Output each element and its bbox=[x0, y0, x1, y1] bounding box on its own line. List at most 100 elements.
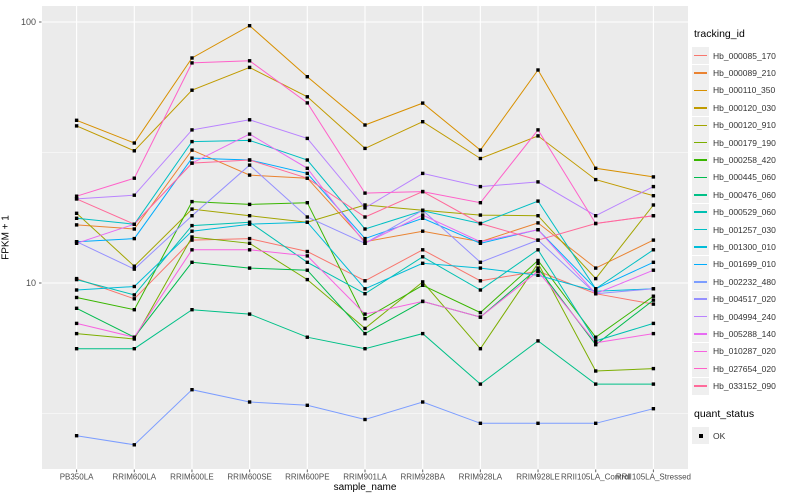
data-point bbox=[536, 269, 540, 273]
legend-key-line-icon bbox=[694, 72, 707, 74]
legend-item-label: Hb_033152_090 bbox=[713, 381, 776, 392]
data-point bbox=[247, 236, 252, 241]
legend-key-line-icon bbox=[694, 124, 707, 126]
data-point bbox=[363, 146, 367, 151]
data-point bbox=[536, 68, 540, 72]
legend-key-swatch bbox=[692, 81, 709, 99]
data-point bbox=[363, 347, 367, 351]
data-point bbox=[478, 260, 483, 264]
data-point bbox=[247, 202, 252, 207]
data-point bbox=[190, 128, 194, 132]
data-point bbox=[594, 214, 598, 218]
quant-status-legend: quant_status OK bbox=[692, 408, 798, 444]
legend-item-label: Hb_001257_030 bbox=[713, 224, 776, 235]
legend-item-Hb_001699_010: Hb_001699_010 bbox=[692, 255, 798, 273]
data-point bbox=[190, 199, 194, 204]
legend-key-swatch bbox=[692, 168, 709, 186]
legend-item-label: Hb_027654_020 bbox=[713, 363, 776, 374]
data-point bbox=[132, 293, 136, 297]
data-point bbox=[74, 216, 79, 220]
data-point bbox=[421, 229, 425, 233]
data-point bbox=[478, 421, 483, 425]
legend-key-line-icon bbox=[694, 194, 707, 196]
data-point bbox=[594, 266, 598, 270]
data-point bbox=[651, 194, 656, 198]
legend: tracking_id Hb_000085_170 Hb_000089_210 Hb… bbox=[692, 28, 798, 444]
data-point bbox=[74, 295, 79, 300]
legend-item-label: Hb_000476_060 bbox=[713, 189, 776, 200]
legend-key-line-icon bbox=[694, 107, 707, 109]
data-point bbox=[247, 138, 252, 143]
data-point bbox=[305, 101, 309, 105]
data-point bbox=[190, 139, 194, 144]
data-point bbox=[190, 207, 194, 211]
data-point bbox=[651, 248, 656, 252]
data-point bbox=[74, 223, 79, 227]
data-point bbox=[190, 88, 194, 92]
data-point bbox=[74, 347, 79, 351]
data-point bbox=[594, 276, 598, 281]
data-point bbox=[247, 118, 252, 122]
data-point bbox=[132, 193, 136, 197]
x-tick-label: RRIM928LA bbox=[459, 473, 503, 482]
data-point bbox=[305, 260, 309, 264]
data-point bbox=[478, 148, 483, 152]
legend-key-line-icon bbox=[694, 298, 707, 300]
data-point bbox=[421, 331, 425, 336]
data-point bbox=[132, 308, 136, 312]
data-point bbox=[74, 211, 79, 215]
data-point bbox=[132, 222, 136, 226]
data-point bbox=[594, 382, 598, 386]
data-point bbox=[421, 248, 425, 252]
x-tick-label: RRII105LA_Stressed bbox=[616, 473, 691, 482]
legend-item-Hb_000110_350: Hb_000110_350 bbox=[692, 81, 798, 99]
data-point bbox=[132, 227, 136, 231]
x-tick-label: RRIM600LE bbox=[170, 473, 214, 482]
legend-key-line-icon bbox=[694, 211, 707, 213]
data-point bbox=[363, 123, 367, 127]
data-point bbox=[305, 176, 309, 180]
legend-item-Hb_033152_090: Hb_033152_090 bbox=[692, 377, 798, 395]
legend-item-label: Hb_001699_010 bbox=[713, 259, 776, 270]
data-point bbox=[132, 176, 136, 180]
x-axis-label: sample_name bbox=[333, 482, 397, 493]
data-point bbox=[651, 382, 656, 386]
data-point bbox=[651, 268, 656, 272]
legend-item-Hb_000179_190: Hb_000179_190 bbox=[692, 134, 798, 152]
data-point bbox=[363, 227, 367, 231]
legend-key-line-icon bbox=[694, 54, 707, 57]
data-point bbox=[132, 236, 136, 241]
legend-item-Hb_004994_240: Hb_004994_240 bbox=[692, 308, 798, 326]
data-point bbox=[536, 134, 540, 138]
data-point bbox=[190, 308, 194, 312]
data-point bbox=[651, 175, 656, 179]
data-point bbox=[651, 407, 656, 411]
legend-item-label: Hb_010287_020 bbox=[713, 346, 776, 357]
legend-item-Hb_000089_210: Hb_000089_210 bbox=[692, 64, 798, 82]
data-point bbox=[74, 118, 79, 122]
data-point bbox=[421, 280, 425, 284]
data-point bbox=[594, 421, 598, 425]
data-point bbox=[247, 214, 252, 218]
legend-title-tracking-id: tracking_id bbox=[694, 28, 745, 40]
legend-item-Hb_000476_060: Hb_000476_060 bbox=[692, 186, 798, 204]
data-point bbox=[305, 215, 309, 219]
data-point bbox=[247, 173, 252, 177]
data-point bbox=[651, 238, 656, 242]
legend-item-Hb_000085_170: Hb_000085_170 bbox=[692, 47, 798, 65]
legend-key-line-icon bbox=[694, 350, 707, 353]
data-point bbox=[74, 288, 79, 292]
legend-item-label: Hb_000120_910 bbox=[713, 120, 776, 131]
legend-item-label: OK bbox=[713, 430, 726, 441]
data-point bbox=[247, 266, 252, 270]
data-point bbox=[651, 287, 656, 291]
x-tick-label: PB350LA bbox=[60, 473, 94, 482]
legend-title-quant-status: quant_status bbox=[694, 407, 755, 420]
data-point bbox=[247, 24, 252, 28]
data-point bbox=[305, 249, 309, 254]
data-point bbox=[190, 223, 194, 228]
legend-item-label: Hb_000179_190 bbox=[713, 137, 776, 148]
data-point bbox=[305, 201, 309, 205]
legend-key-line-icon bbox=[694, 367, 707, 370]
